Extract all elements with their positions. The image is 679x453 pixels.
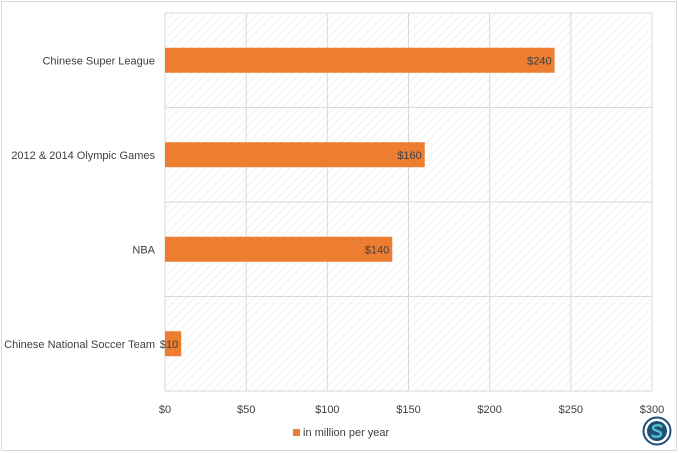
x-tick-label: $50 [237,404,255,416]
x-axis-tick-labels: $0 $50 $100 $150 $200 $250 $300 [159,404,664,416]
x-tick-label: $0 [159,404,171,416]
legend: in million per year [293,427,390,439]
data-label: $10 [160,339,178,351]
bar [165,142,425,168]
bar [165,47,555,73]
category-label: Chinese Super League [42,55,155,67]
category-separators [165,107,652,297]
x-tick-label: $200 [477,404,501,416]
x-tick-label: $150 [396,404,420,416]
category-label: 2012 & 2014 Olympic Games [11,150,155,162]
legend-label: in million per year [303,427,390,439]
category-label: Chinese National Soccer Team [4,339,155,351]
legend-swatch [293,429,300,436]
bar [165,331,182,357]
x-tick-label: $250 [559,404,583,416]
category-labels: Chinese Super League 2012 & 2014 Olympic … [4,55,155,351]
data-label: $140 [365,244,389,256]
x-tick-label: $300 [640,404,664,416]
data-label: $240 [527,55,551,67]
bar [165,236,393,262]
category-label: NBA [132,244,155,256]
bars [165,47,555,357]
data-label: $160 [397,150,421,162]
s-logo-icon [642,416,672,446]
x-tick-label: $100 [315,404,339,416]
data-labels: $240 $160 $140 $10 [160,55,552,351]
